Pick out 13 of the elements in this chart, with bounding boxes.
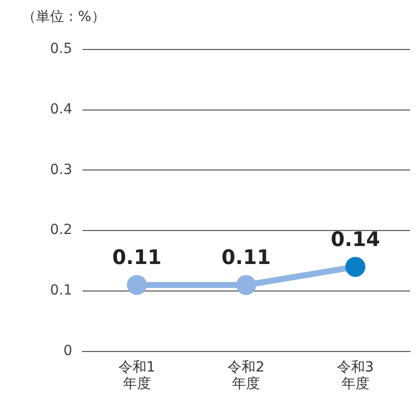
y-tick-label: 0.1 [50,282,72,299]
y-axis-title: （単位：%） [22,8,106,26]
y-tick-label: 0.3 [50,162,72,178]
y-tick-label: 0.5 [50,41,72,58]
x-tick-label: 令和2年度 [228,359,265,392]
data-label: 0.11 [221,245,271,270]
data-label: 0.14 [330,227,380,252]
y-tick-label: 0.2 [50,222,72,238]
data-label: 0.11 [112,245,162,270]
x-tick-label: 令和3年度 [336,359,374,392]
x-tick-label: 令和1年度 [118,359,156,392]
y-tick-label: 0 [63,343,72,360]
y-tick-label: 0.4 [50,101,72,118]
